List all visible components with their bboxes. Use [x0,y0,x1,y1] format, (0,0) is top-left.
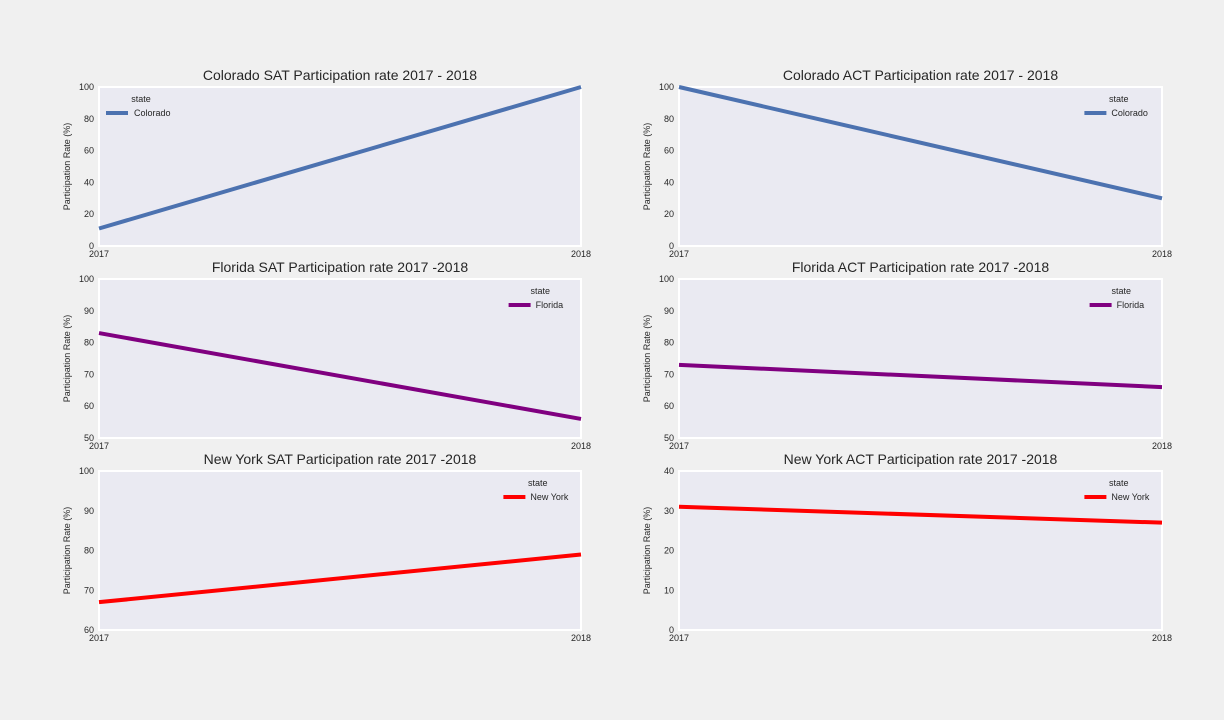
legend-title: state [1109,94,1129,104]
y-tick-label: 80 [84,338,94,348]
chart-title: New York ACT Participation rate 2017 -20… [784,451,1058,467]
y-tick-label: 0 [89,241,94,251]
y-axis-label: Participation Rate (%) [642,507,652,595]
x-tick-label: 2017 [89,249,109,259]
series-line-florida [98,331,582,421]
legend-label: Colorado [1111,108,1148,118]
x-tick-label: 2018 [1152,441,1172,451]
legend-label: Florida [1117,300,1145,310]
y-tick-label: 60 [84,625,94,635]
y-tick-label: 90 [84,506,94,516]
y-tick-label: 90 [664,306,674,316]
y-tick-label: 80 [664,114,674,124]
series-line-florida [678,362,1163,390]
plot-area [98,278,582,439]
series-line-colorado [98,85,582,231]
y-tick-label: 70 [84,369,94,379]
legend-title: state [528,478,548,488]
legend-title: state [531,286,551,296]
series-line-new-york [98,552,582,605]
y-tick-label: 50 [84,433,94,443]
legend-title: state [131,94,151,104]
y-axis-label: Participation Rate (%) [62,507,72,595]
plot-area [678,278,1163,439]
y-tick-label: 10 [664,585,674,595]
chart-title: Colorado ACT Participation rate 2017 - 2… [783,67,1058,83]
x-tick-label: 2017 [89,633,109,643]
y-tick-label: 80 [84,114,94,124]
chart-title: New York SAT Participation rate 2017 -20… [204,451,477,467]
y-tick-label: 40 [84,177,94,187]
y-tick-label: 50 [664,433,674,443]
x-tick-label: 2017 [669,441,689,451]
y-tick-label: 80 [664,338,674,348]
y-tick-label: 100 [79,274,94,284]
chart-title: Colorado SAT Participation rate 2017 - 2… [203,67,477,83]
series-line-new-york [678,504,1163,525]
legend-title: state [1109,478,1129,488]
y-tick-label: 100 [659,82,674,92]
y-axis-label: Participation Rate (%) [62,315,72,403]
y-tick-label: 60 [84,401,94,411]
y-tick-label: 100 [79,466,94,476]
y-axis-label: Participation Rate (%) [642,123,652,211]
plot-area [98,470,582,631]
y-tick-label: 60 [664,146,674,156]
chart-panel-2: Colorado ACT Participation rate 2017 - 2… [642,67,1172,259]
y-tick-label: 0 [669,625,674,635]
y-axis-label: Participation Rate (%) [642,315,652,403]
chart-panel-1: Colorado SAT Participation rate 2017 - 2… [62,67,591,259]
chart-panel-4: Florida ACT Participation rate 2017 -201… [642,259,1172,451]
y-axis-label: Participation Rate (%) [62,123,72,211]
plot-area [98,86,582,247]
legend-label: New York [530,492,569,502]
chart-title: Florida ACT Participation rate 2017 -201… [792,259,1050,275]
y-tick-label: 60 [664,401,674,411]
x-tick-label: 2018 [571,249,591,259]
x-tick-label: 2018 [1152,249,1172,259]
y-tick-label: 30 [664,506,674,516]
chart-panel-3: Florida SAT Participation rate 2017 -201… [62,259,591,451]
series-line-colorado [678,85,1163,201]
y-tick-label: 70 [84,585,94,595]
y-tick-label: 100 [79,82,94,92]
x-tick-label: 2018 [571,633,591,643]
legend-label: Colorado [134,108,171,118]
y-tick-label: 0 [669,241,674,251]
x-tick-label: 2017 [89,441,109,451]
y-tick-label: 70 [664,369,674,379]
y-tick-label: 100 [659,274,674,284]
legend-label: Florida [536,300,564,310]
chart-title: Florida SAT Participation rate 2017 -201… [212,259,469,275]
y-tick-label: 90 [84,306,94,316]
y-tick-label: 40 [664,466,674,476]
plot-area [678,86,1163,247]
x-tick-label: 2017 [669,633,689,643]
plot-area [678,470,1163,631]
y-tick-label: 20 [664,546,674,556]
chart-panel-6: New York ACT Participation rate 2017 -20… [642,451,1172,643]
y-tick-label: 80 [84,546,94,556]
chart-panel-5: New York SAT Participation rate 2017 -20… [62,451,591,643]
y-tick-label: 60 [84,146,94,156]
legend-title: state [1112,286,1132,296]
x-tick-label: 2018 [571,441,591,451]
y-tick-label: 20 [664,209,674,219]
y-tick-label: 40 [664,177,674,187]
x-tick-label: 2017 [669,249,689,259]
legend-label: New York [1111,492,1150,502]
y-tick-label: 20 [84,209,94,219]
x-tick-label: 2018 [1152,633,1172,643]
